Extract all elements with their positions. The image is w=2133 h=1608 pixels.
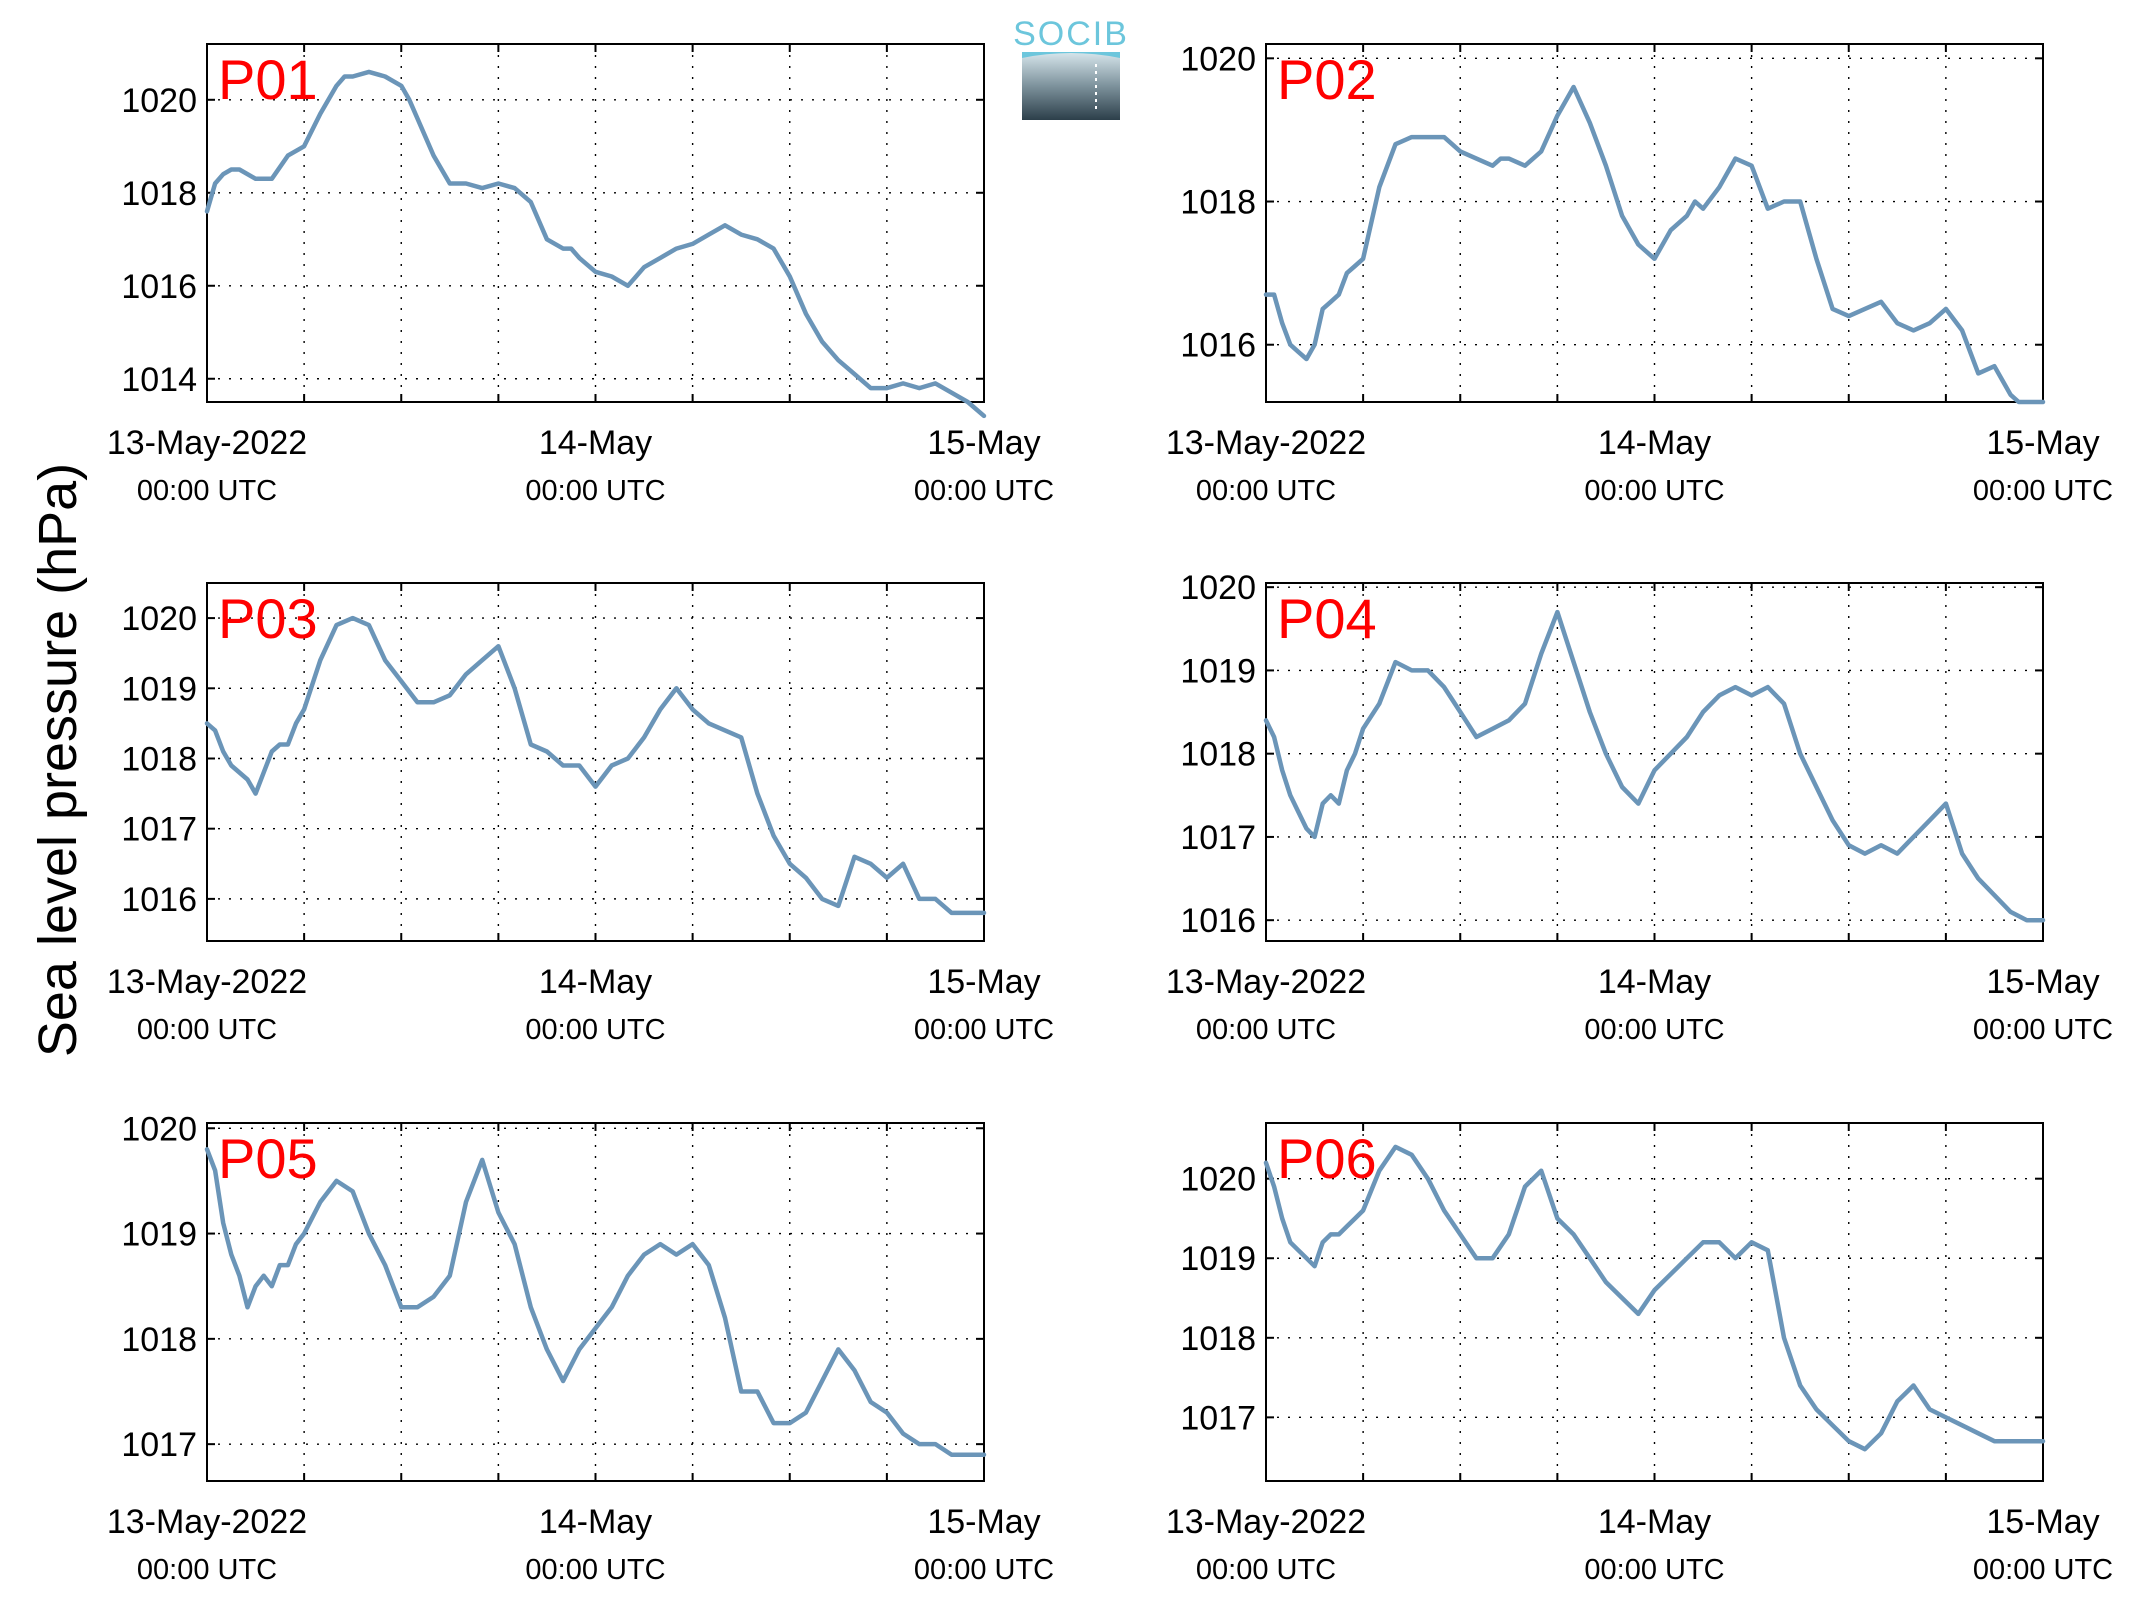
x-tick-label-date: 13-May-2022	[107, 1503, 307, 1541]
y-tick-label: 1019	[121, 1216, 197, 1254]
panel-label: P04	[1277, 587, 1377, 650]
x-tick-label-date: 14-May	[539, 424, 652, 462]
x-tick-label-date: 13-May-2022	[1166, 424, 1366, 462]
x-tick-label-time: 00:00 UTC	[914, 475, 1054, 507]
pressure-series-line	[1263, 609, 2046, 923]
pressure-series-line	[204, 69, 987, 419]
x-tick-label-time: 00:00 UTC	[137, 1014, 277, 1046]
plot-frame	[1265, 1122, 2044, 1482]
y-tick-label: 1016	[1180, 902, 1256, 940]
x-tick-label-time: 00:00 UTC	[525, 475, 665, 507]
pressure-series-line	[1263, 84, 2046, 405]
y-tick-label: 1020	[121, 600, 197, 638]
x-tick-label-time: 00:00 UTC	[1196, 475, 1336, 507]
panel-label: P02	[1277, 48, 1377, 111]
x-tick-label-time: 00:00 UTC	[914, 1554, 1054, 1586]
panel-p03: 1016 1017 1018 1019 1020 13-May-2022 00:00 UTC…	[107, 582, 1054, 1046]
y-tick-label: 1017	[121, 1426, 197, 1464]
x-tick-label-date: 13-May-2022	[107, 424, 307, 462]
y-tick-label: 1016	[1180, 327, 1256, 365]
y-tick-label: 1017	[1180, 1399, 1256, 1437]
pressure-series-line	[204, 1147, 987, 1457]
socib-logo: SOCIB	[1013, 15, 1129, 120]
x-tick-label-time: 00:00 UTC	[1584, 1554, 1724, 1586]
x-tick-label-time: 00:00 UTC	[1973, 1014, 2113, 1046]
y-tick-label: 1016	[121, 881, 197, 919]
y-tick-label: 1020	[1180, 569, 1256, 607]
y-tick-label: 1020	[1180, 40, 1256, 78]
x-tick-label-time: 00:00 UTC	[1973, 1554, 2113, 1586]
plot-frame	[206, 1122, 985, 1482]
x-tick-label-date: 15-May	[1986, 1503, 2099, 1541]
panel-label: P05	[218, 1127, 318, 1190]
x-tick-label-date: 15-May	[927, 963, 1040, 1001]
plot-frame	[206, 582, 985, 942]
y-tick-label: 1017	[121, 811, 197, 849]
x-tick-label-time: 00:00 UTC	[525, 1014, 665, 1046]
x-tick-label-time: 00:00 UTC	[914, 1014, 1054, 1046]
y-tick-label: 1020	[121, 82, 197, 120]
y-tick-label: 1016	[121, 268, 197, 306]
x-tick-label-time: 00:00 UTC	[137, 475, 277, 507]
panel-label: P01	[218, 48, 318, 111]
y-tick-label: 1014	[121, 361, 197, 399]
y-tick-label: 1018	[121, 175, 197, 213]
plot-frame	[1265, 582, 2044, 942]
x-tick-label-date: 14-May	[539, 963, 652, 1001]
x-tick-label-time: 00:00 UTC	[137, 1554, 277, 1586]
logo-text: SOCIB	[1013, 15, 1129, 53]
y-axis-label: Sea level pressure (hPa)	[28, 463, 88, 1057]
x-tick-label-time: 00:00 UTC	[1584, 1014, 1724, 1046]
panel-p01: 1014 1016 1018 1020 13-May-2022 00:00 UTC 14-M…	[107, 43, 1054, 507]
panels: 1014 1016 1018 1020 13-May-2022 00:00 UTC 14-M…	[107, 40, 2113, 1586]
x-tick-label-date: 14-May	[1598, 1503, 1711, 1541]
x-tick-label-time: 00:00 UTC	[525, 1554, 665, 1586]
y-tick-label: 1018	[1180, 736, 1256, 774]
x-tick-label-date: 13-May-2022	[107, 963, 307, 1001]
y-tick-label: 1019	[1180, 1240, 1256, 1278]
x-tick-label-date: 14-May	[1598, 424, 1711, 462]
panel-label: P03	[218, 587, 318, 650]
plot-frame	[1265, 43, 2044, 403]
x-tick-label-date: 15-May	[927, 1503, 1040, 1541]
x-tick-label-date: 15-May	[1986, 963, 2099, 1001]
x-tick-label-date: 13-May-2022	[1166, 963, 1366, 1001]
y-tick-label: 1019	[121, 670, 197, 708]
x-tick-label-date: 14-May	[1598, 963, 1711, 1001]
y-tick-label: 1019	[1180, 652, 1256, 690]
y-tick-label: 1020	[121, 1110, 197, 1148]
panel-p05: 1017 1018 1019 1020 13-May-2022 00:00 UTC 14-M…	[107, 1110, 1054, 1586]
x-tick-label-time: 00:00 UTC	[1196, 1554, 1336, 1586]
x-tick-label-time: 00:00 UTC	[1584, 475, 1724, 507]
x-tick-label-date: 15-May	[1986, 424, 2099, 462]
x-tick-label-date: 14-May	[539, 1503, 652, 1541]
x-tick-label-date: 13-May-2022	[1166, 1503, 1366, 1541]
x-tick-label-time: 00:00 UTC	[1196, 1014, 1336, 1046]
pressure-series-line	[204, 615, 987, 916]
panel-p02: 1016 1018 1020 13-May-2022 00:00 UTC 14-May 00…	[1166, 40, 2113, 507]
panel-p04: 1016 1017 1018 1019 1020 13-May-2022 00:00 UTC…	[1166, 569, 2113, 1046]
y-tick-label: 1018	[121, 1321, 197, 1359]
y-tick-label: 1018	[1180, 1320, 1256, 1358]
x-tick-label-time: 00:00 UTC	[1973, 475, 2113, 507]
y-tick-label: 1018	[121, 740, 197, 778]
panel-label: P06	[1277, 1127, 1377, 1190]
plot-frame	[206, 43, 985, 403]
pressure-series-line	[1263, 1144, 2046, 1452]
y-tick-label: 1017	[1180, 819, 1256, 857]
y-tick-label: 1018	[1180, 184, 1256, 222]
y-tick-label: 1020	[1180, 1161, 1256, 1199]
x-tick-label-date: 15-May	[927, 424, 1040, 462]
panel-p06: 1017 1018 1019 1020 13-May-2022 00:00 UTC 14-M…	[1166, 1122, 2113, 1586]
